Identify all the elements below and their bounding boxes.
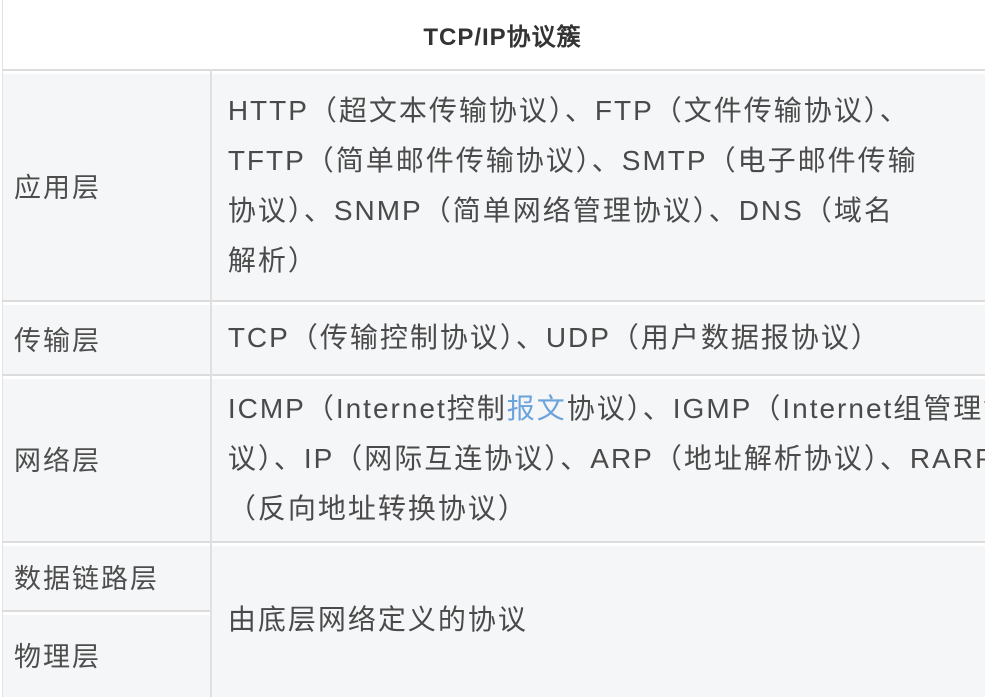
protocols-text-line: TFTP（简单邮件传输协议）、SMTP（电子邮件传输: [228, 136, 985, 186]
table-header-row: TCP/IP协议簇: [3, 0, 985, 70]
protocols-text-line: ICMP（Internet控制报文协议）、IGMP（Internet组管理协: [228, 384, 985, 434]
lower-layers-protocols-cell: 由底层网络定义的协议: [211, 542, 985, 697]
text-after-link: 协议）、IGMP（Internet组管理协: [567, 393, 985, 424]
protocols-text-line: TCP（传输控制协议）、UDP（用户数据报协议）: [228, 313, 985, 363]
protocols-text-line: （反向地址转换协议）: [228, 484, 985, 534]
protocols-text-line: HTTP（超文本传输协议）、FTP（文件传输协议）、: [228, 86, 985, 136]
transport-layer-label: 传输层: [3, 301, 211, 375]
table-row-transport-layer: 传输层 TCP（传输控制协议）、UDP（用户数据报协议）: [3, 301, 985, 375]
protocols-text-line: 由底层网络定义的协议: [228, 595, 985, 645]
table-row-network-layer: 网络层 ICMP（Internet控制报文协议）、IGMP（Internet组管…: [3, 375, 985, 542]
table-row-datalink-layer: 数据链路层 由底层网络定义的协议: [3, 542, 985, 611]
page: { "colors": { "link_blue": "#6ba3dc", "c…: [0, 0, 985, 672]
application-layer-label: 应用层: [3, 70, 211, 301]
network-layer-label: 网络层: [3, 375, 211, 542]
transport-layer-protocols-cell: TCP（传输控制协议）、UDP（用户数据报协议）: [211, 301, 985, 375]
datalink-layer-label: 数据链路层: [3, 542, 211, 611]
text-before-link: ICMP（Internet控制: [228, 393, 507, 424]
network-layer-protocols-cell: ICMP（Internet控制报文协议）、IGMP（Internet组管理协 议…: [211, 375, 985, 542]
baowen-link[interactable]: 报文: [507, 393, 567, 424]
protocols-text-line: 议）、IP（网际互连协议）、ARP（地址解析协议）、RARP: [228, 434, 985, 484]
physical-layer-label: 物理层: [3, 611, 211, 697]
application-layer-protocols-cell: HTTP（超文本传输协议）、FTP（文件传输协议）、 TFTP（简单邮件传输协议…: [211, 70, 985, 301]
table-row-application-layer: 应用层 HTTP（超文本传输协议）、FTP（文件传输协议）、 TFTP（简单邮件…: [3, 70, 985, 301]
table-title: TCP/IP协议簇: [3, 0, 985, 70]
protocols-text-line: 协议）、SNMP（简单网络管理协议）、DNS（域名: [228, 186, 985, 236]
protocols-text-line: 解析）: [228, 236, 985, 286]
